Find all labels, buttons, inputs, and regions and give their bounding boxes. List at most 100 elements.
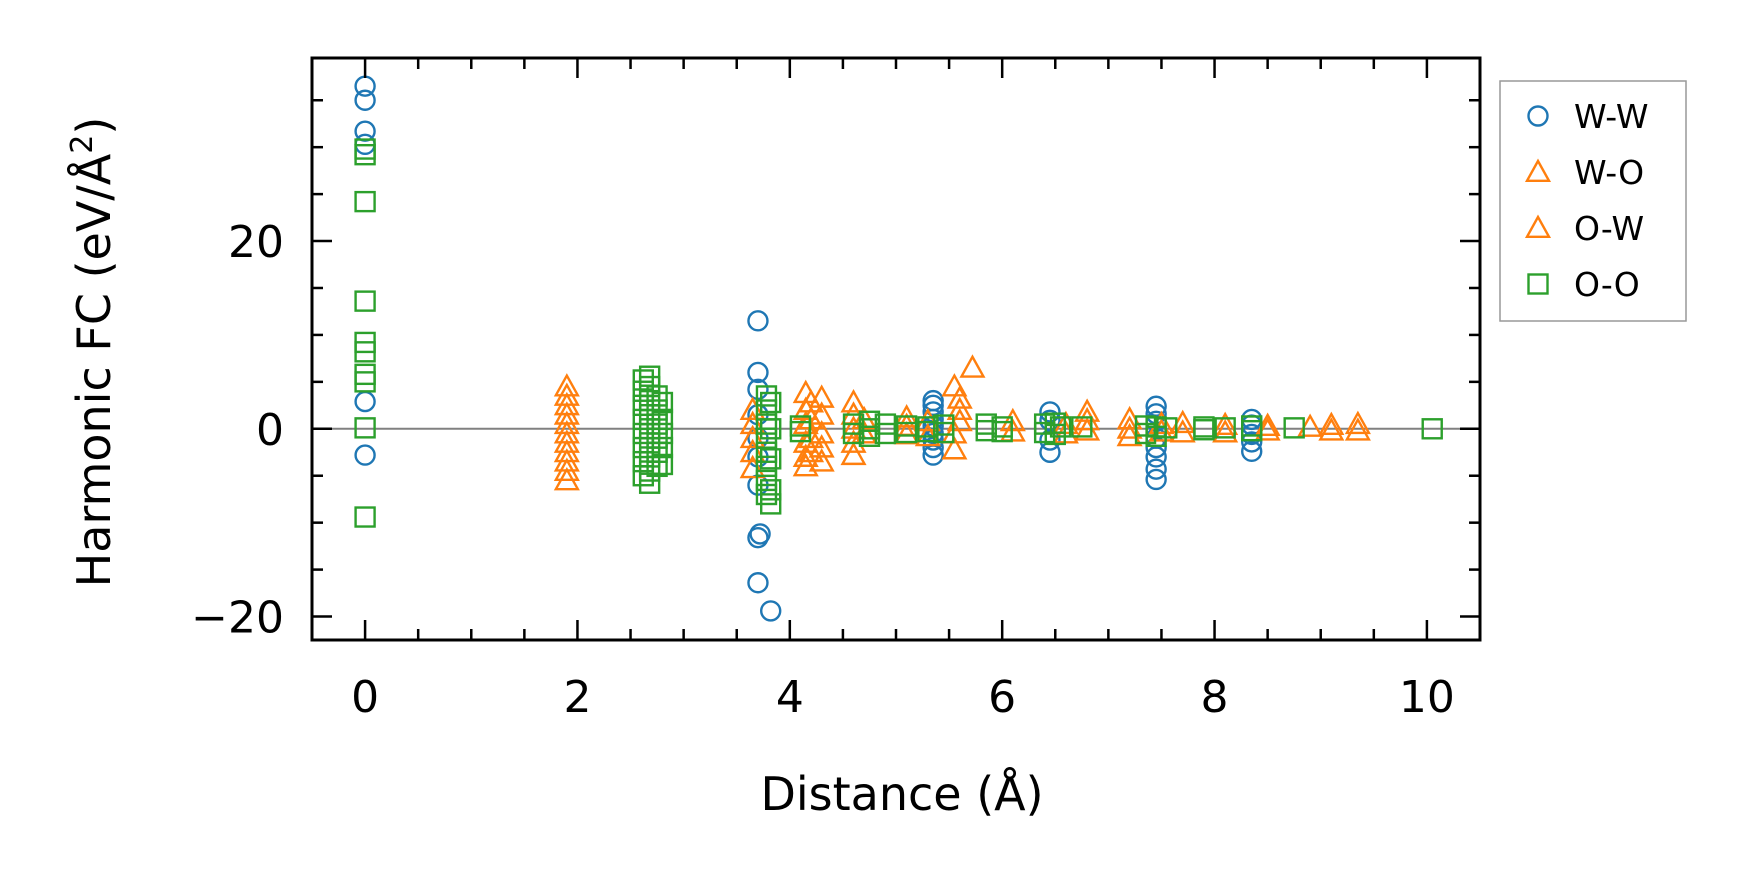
data-point-w-o [808,420,835,444]
legend-marker-w-w [1527,105,1549,127]
series-w-o [553,354,1371,491]
data-point-o-o [1214,417,1236,439]
data-point-w-o [840,389,867,413]
data-point-w-w [354,89,376,111]
legend: W-W W-O O-W O-O [1499,80,1687,322]
data-point-o-o [1193,419,1215,441]
y-axis-label-close: ) [67,117,121,135]
x-tick-label: 4 [776,672,804,723]
data-point-w-w [1145,446,1167,468]
data-point-o-o [760,493,782,515]
y-axis-label-superscript: 2 [65,135,100,154]
data-point-o-o [933,421,955,444]
data-point-o-w [798,424,825,449]
data-point-o-o [354,506,376,528]
data-point-o-o [354,363,376,386]
data-point-w-o [1074,417,1101,441]
data-point-w-o [1344,410,1371,435]
data-point-w-w [922,389,944,412]
data-point-o-o [842,422,865,445]
data-point-w-o [1318,411,1345,436]
legend-label-w-o: W-O [1574,153,1644,192]
data-point-o-o [354,138,376,160]
data-point-w-o [1344,417,1371,441]
legend-marker-w-o [1524,158,1552,183]
data-point-o-o [874,422,897,445]
data-point-o-o [638,365,661,387]
data-point-o-o [917,420,939,443]
data-point-w-w [747,310,769,332]
data-point-o-o [1044,412,1066,434]
data-point-w-w [1241,440,1263,463]
y-tick-label: −20 [191,593,284,644]
data-point-w-o [840,441,867,466]
data-point-o-o [651,422,674,445]
data-point-o-o [789,420,812,443]
data-point-o-o [632,369,654,391]
x-axis-label: Distance (Å) [760,767,1043,821]
data-point-w-o [1074,406,1101,431]
data-point-w-o [553,457,580,482]
data-point-o-o [858,425,881,447]
data-point-o-o [895,421,918,444]
data-point-w-o [941,435,968,460]
axis-ticks [310,58,1482,640]
data-point-w-w [354,444,376,466]
data-point-w-w [1241,431,1263,453]
legend-marker-o-o [1527,273,1549,295]
data-point-o-o [638,472,661,494]
data-point-o-o [1049,416,1072,438]
x-tick-label: 2 [563,672,591,723]
data-point-o-o [755,413,778,435]
data-point-w-o [946,396,973,421]
data-point-o-o [1241,419,1263,442]
y-tick-label: 20 [228,217,284,268]
data-point-w-w [1039,441,1061,463]
data-point-o-o [760,479,782,501]
x-tick-label: 8 [1201,672,1229,723]
data-point-w-w [749,523,771,545]
data-point-w-w [747,526,769,549]
data-point-w-w [1145,468,1167,491]
data-point-o-o [651,453,674,476]
data-point-w-o [808,384,835,408]
data-point-o-o [760,448,782,470]
data-point-o-o [1421,418,1443,440]
y-tick-label: 0 [256,405,284,456]
data-point-o-o [354,417,376,439]
x-tick-label: 6 [988,672,1016,723]
data-point-w-w [1145,458,1167,480]
data-point-o-o [651,436,674,459]
data-point-o-o [975,419,997,442]
legend-label-w-w: W-W [1574,97,1649,136]
x-tick-labels: 0 2 4 6 8 10 [351,672,1455,723]
data-point-o-o [354,190,376,213]
x-tick-label: 0 [351,672,379,723]
data-point-o-o [1156,417,1178,439]
data-point-o-w [798,438,825,463]
data-point-o-o [354,143,376,166]
series-w-w [354,75,1263,622]
data-point-o-o [651,408,674,431]
data-point-o-o [755,441,778,463]
y-axis-label-main: Harmonic FC (eV/Å [67,153,121,587]
data-point-o-o [354,371,376,393]
legend-label-o-o: O-O [1574,265,1640,304]
data-point-w-o [553,466,580,491]
plot-area [312,75,1480,622]
legend-label-o-w: O-W [1574,209,1644,248]
plot-frame [310,56,1482,642]
data-point-o-o [1071,416,1093,438]
legend-marker-o-w [1524,214,1552,239]
x-tick-label: 10 [1399,672,1455,723]
data-point-w-w [747,361,769,384]
data-point-w-w [747,572,769,594]
data-point-o-o [651,391,674,414]
y-axis-label: Harmonic FC (eV/Å2) [65,117,121,588]
data-point-w-o [946,385,973,409]
data-point-o-o [760,418,782,440]
y-tick-labels: −20 0 20 [191,217,284,643]
data-point-w-w [760,600,782,622]
data-point-o-o [1044,423,1066,446]
